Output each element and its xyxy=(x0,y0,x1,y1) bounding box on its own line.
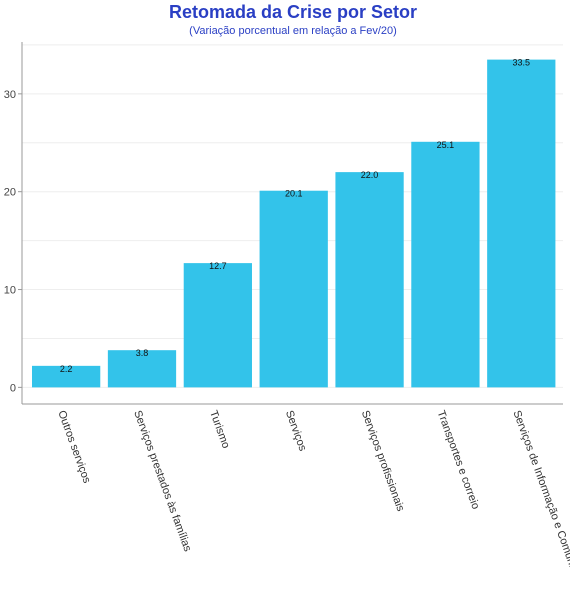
category-labels: Outros serviços Serviços prestados às fam… xyxy=(55,409,570,596)
bar xyxy=(183,263,252,388)
axes xyxy=(21,42,563,405)
y-tick-label: 10 xyxy=(4,285,16,297)
y-axis-ticks: 0 10 20 30 xyxy=(4,89,22,394)
bar xyxy=(107,350,177,388)
category-label: Turismo xyxy=(207,409,232,450)
y-tick-label: 20 xyxy=(4,187,16,199)
category-label: Serviços de Informação e Comunicação xyxy=(510,409,570,596)
bar xyxy=(32,365,101,388)
category-label: Outros serviços xyxy=(55,409,93,485)
y-tick-label: 30 xyxy=(4,89,16,101)
data-label: 33.5 xyxy=(513,58,531,68)
chart-subtitle: (Variação porcentual em relação a Fev/20… xyxy=(189,25,397,37)
data-label: 12.7 xyxy=(209,261,227,271)
data-label: 20.1 xyxy=(285,189,303,199)
category-label: Serviços prestados às famílias xyxy=(131,409,193,554)
data-labels: 2.2 3.8 12.7 20.1 22.0 25.1 33.5 xyxy=(60,58,530,374)
data-label: 22.0 xyxy=(361,170,379,180)
bar xyxy=(411,141,480,388)
bar xyxy=(335,172,404,388)
category-label: Serviços profissionais xyxy=(359,409,407,514)
bar xyxy=(259,190,328,388)
data-label: 25.1 xyxy=(437,140,455,150)
bar xyxy=(487,59,556,388)
chart-title: Retomada da Crise por Setor xyxy=(169,2,417,22)
category-label: Serviços xyxy=(283,409,309,453)
category-label: Transportes e correio xyxy=(435,409,482,511)
y-tick-label: 0 xyxy=(10,382,16,394)
data-label: 2.2 xyxy=(60,364,73,374)
bars xyxy=(32,59,556,388)
data-label: 3.8 xyxy=(136,348,149,358)
